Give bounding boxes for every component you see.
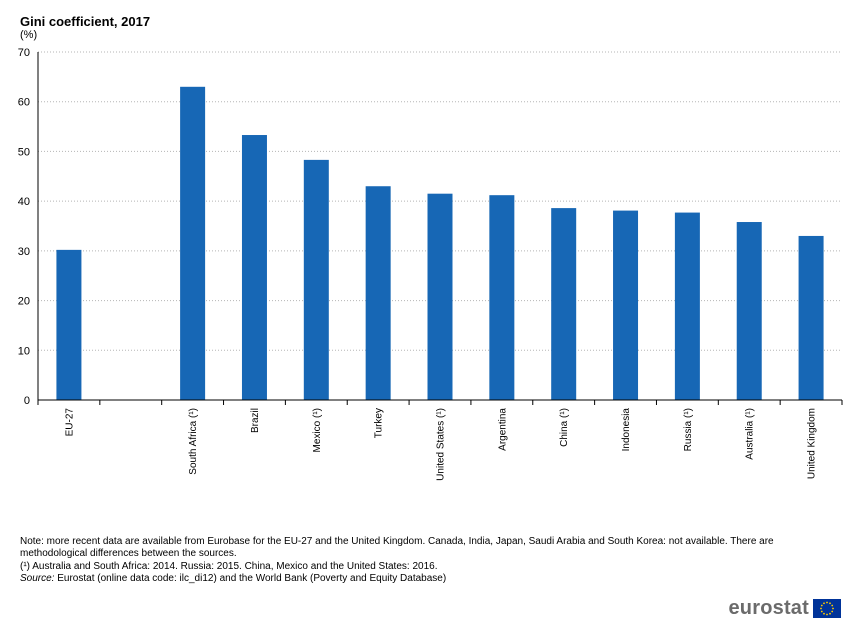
y-tick-label: 60 bbox=[18, 97, 30, 109]
note-line-2: methodological differences between the s… bbox=[20, 548, 237, 560]
bar bbox=[303, 159, 329, 400]
y-tick-label: 30 bbox=[18, 246, 30, 258]
y-tick-label: 70 bbox=[18, 47, 30, 59]
bar bbox=[365, 186, 391, 400]
y-tick-label: 20 bbox=[18, 296, 30, 308]
note-line-3: (¹) Australia and South Africa: 2014. Ru… bbox=[20, 560, 438, 572]
bars bbox=[56, 86, 824, 401]
x-tick-label: Brazil bbox=[250, 408, 261, 433]
flag-star bbox=[829, 602, 831, 605]
bar bbox=[489, 195, 515, 400]
x-tick-label: Indonesia bbox=[621, 408, 632, 452]
bar bbox=[551, 208, 577, 400]
eu-flag-icon bbox=[813, 599, 841, 618]
flag-star bbox=[826, 601, 828, 604]
flag-star bbox=[823, 602, 825, 605]
flag-star bbox=[820, 604, 823, 607]
note-line-1: Note: more recent data are available fro… bbox=[20, 536, 774, 547]
source-text: Eurostat (online data code: ilc_di12) an… bbox=[54, 572, 447, 584]
unit-label: (%) bbox=[20, 29, 38, 41]
y-tick-label: 50 bbox=[18, 146, 30, 158]
bar bbox=[241, 135, 267, 400]
bar-chart: 0 10 20 30 40 50 60 70 EU-27 South Africa (¹) Braz… bbox=[18, 47, 843, 481]
x-tick-label: Russia (¹) bbox=[683, 408, 694, 451]
x-tick-label: Turkey bbox=[374, 408, 385, 438]
x-tick-label: China (¹) bbox=[559, 408, 570, 447]
source-label: Source: bbox=[20, 572, 55, 584]
x-tick-label: Mexico (¹) bbox=[312, 408, 323, 452]
y-tick-label: 0 bbox=[24, 395, 30, 407]
bar bbox=[613, 210, 639, 400]
bar bbox=[736, 222, 762, 400]
y-tick-label: 40 bbox=[18, 196, 30, 208]
footnotes: Note: more recent data are available fro… bbox=[20, 536, 830, 585]
logo-text: eurostat bbox=[728, 597, 809, 619]
y-tick-label: 10 bbox=[18, 345, 30, 357]
x-tick-label: United Kingdom bbox=[807, 408, 818, 479]
bar bbox=[674, 212, 700, 400]
flag-star bbox=[826, 613, 828, 616]
flag-star bbox=[832, 607, 834, 610]
flag-star bbox=[829, 612, 831, 615]
bar bbox=[180, 86, 206, 401]
x-tick-label: United States (¹) bbox=[436, 408, 447, 481]
chart-title: Gini coefficient, 2017 bbox=[20, 14, 151, 29]
flag-star bbox=[831, 604, 834, 607]
x-tick-label: Argentina bbox=[497, 408, 508, 451]
x-tick-label: Australia (¹) bbox=[745, 408, 756, 460]
bar bbox=[427, 193, 453, 400]
eurostat-logo: eurostat bbox=[728, 597, 841, 620]
flag-star bbox=[820, 607, 822, 610]
flag-star bbox=[823, 612, 825, 615]
x-tick-label: South Africa (¹) bbox=[188, 408, 199, 475]
bar bbox=[56, 249, 82, 400]
bar bbox=[798, 235, 824, 400]
flag-star bbox=[831, 610, 834, 613]
x-tick-label: EU-27 bbox=[64, 408, 75, 437]
axes bbox=[37, 52, 843, 405]
tick-labels: 0 10 20 30 40 50 60 70 EU-27 South Africa (¹) Braz… bbox=[18, 47, 818, 481]
source-line: Source: Eurostat (online data code: ilc_… bbox=[20, 573, 830, 585]
flag-star bbox=[820, 610, 823, 613]
